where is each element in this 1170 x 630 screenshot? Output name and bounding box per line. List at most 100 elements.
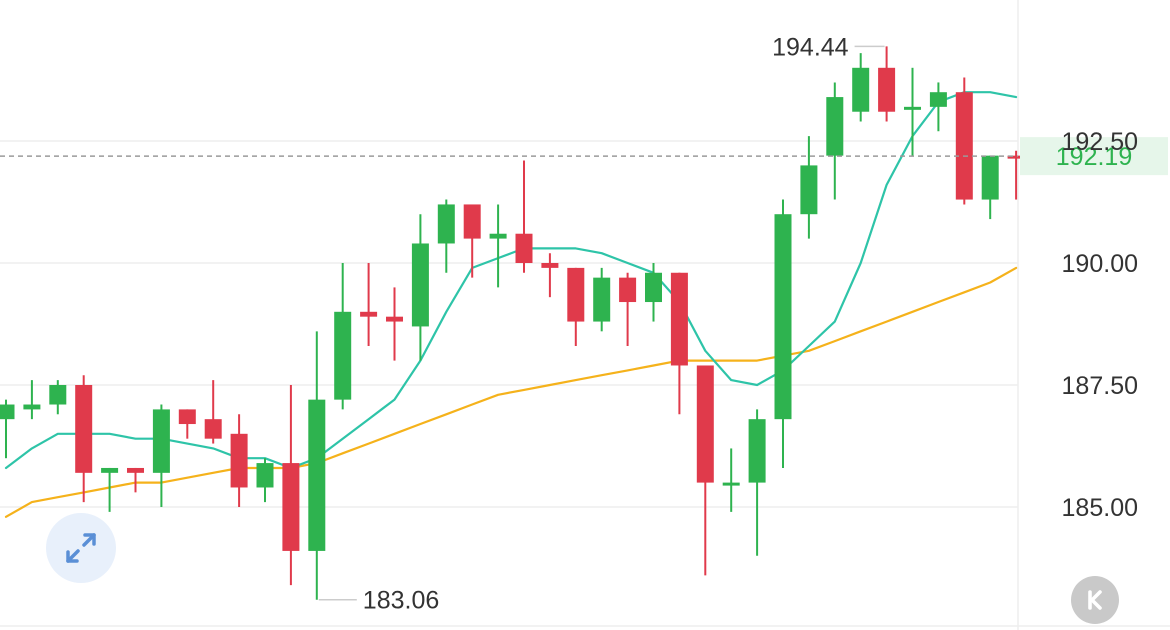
candle-body (981, 155, 999, 200)
candle-body (489, 233, 507, 239)
candle-body (1007, 155, 1025, 159)
candle-body (567, 267, 585, 322)
candle (334, 263, 352, 410)
expand-arrows-icon (66, 533, 96, 563)
current-price-line: 192.19 (0, 137, 1168, 176)
candle (515, 160, 533, 273)
candle (463, 204, 481, 278)
candle-body (904, 106, 921, 110)
candle (1007, 150, 1025, 200)
candle (567, 267, 585, 346)
candle (178, 409, 196, 439)
candle (49, 380, 67, 415)
candle-body (437, 204, 455, 244)
y-tick-label: 192.50 (1062, 128, 1138, 156)
extreme-markers: 194.44 183.06 (318, 33, 885, 615)
candle-body (178, 409, 196, 425)
candle-body (23, 404, 41, 410)
candle-body (541, 263, 559, 268)
moving-average-lines (4, 91, 1018, 518)
candle (127, 467, 144, 493)
candle (101, 467, 119, 512)
candle-body (929, 92, 947, 107)
candle-body (360, 311, 378, 317)
candle (981, 155, 999, 220)
candle-body (955, 92, 973, 200)
y-axis: 192.50 190.00 187.50 185.00 (1062, 128, 1138, 522)
candle (230, 414, 248, 507)
k-letter-icon (1088, 590, 1102, 610)
candle-body (334, 311, 352, 400)
candle-body (774, 214, 792, 420)
candle (75, 375, 93, 503)
candle-body (826, 97, 844, 156)
candle (23, 380, 41, 420)
candle (282, 385, 300, 586)
kline-toggle-button[interactable] (1071, 576, 1119, 624)
candle-body (696, 365, 714, 483)
candle-body (127, 467, 144, 473)
candle (619, 272, 637, 346)
candle (437, 199, 455, 273)
candle (256, 458, 274, 503)
candle (774, 199, 792, 468)
low-marker-label: 183.06 (363, 587, 439, 615)
candle (0, 399, 15, 459)
candle-body (748, 419, 766, 483)
candle-body (463, 204, 481, 239)
candle (904, 67, 921, 156)
candle-body (411, 243, 429, 327)
candle-body (670, 272, 688, 366)
candle-body (722, 482, 740, 486)
candle-body (619, 277, 637, 303)
candle (670, 272, 688, 415)
candle (826, 82, 844, 200)
candle (204, 380, 222, 444)
candle-body (878, 67, 896, 112)
candle (386, 287, 403, 361)
high-marker-label: 194.44 (772, 33, 849, 61)
ma-long-line (4, 266, 1018, 518)
candle (489, 204, 507, 288)
candle (645, 263, 662, 322)
ma-short-line (4, 91, 1018, 470)
candle-body (386, 316, 403, 322)
price-label-bg (1020, 137, 1168, 176)
candle-body (282, 463, 300, 551)
candle (748, 409, 766, 556)
candle-body (152, 409, 170, 473)
current-price-label: 192.19 (1056, 143, 1132, 171)
candle-body (645, 272, 662, 303)
candle-body (230, 433, 248, 488)
candle-body (256, 463, 274, 488)
candle (308, 331, 326, 600)
candle-body (308, 399, 326, 551)
candle (852, 53, 870, 122)
candle-body (101, 467, 119, 473)
y-tick-label: 187.50 (1062, 372, 1138, 400)
candle (593, 267, 611, 332)
candle-body (49, 385, 67, 405)
candle (800, 136, 818, 239)
candle (722, 448, 740, 512)
candle (360, 263, 378, 346)
candle-body (852, 67, 870, 112)
candle (152, 404, 170, 507)
candle (878, 46, 896, 122)
expand-chart-button[interactable] (46, 513, 116, 583)
candle-body (800, 165, 818, 215)
candle-body (515, 233, 533, 263)
candle-body (75, 385, 93, 473)
candle (929, 82, 947, 132)
candle (696, 365, 714, 576)
y-tick-label: 185.00 (1062, 494, 1138, 522)
candles (0, 46, 1025, 600)
candle (411, 214, 429, 361)
candle (541, 253, 559, 298)
candle (955, 77, 973, 205)
y-tick-label: 190.00 (1062, 250, 1138, 278)
candle-body (204, 419, 222, 439)
candle-body (0, 404, 15, 420)
